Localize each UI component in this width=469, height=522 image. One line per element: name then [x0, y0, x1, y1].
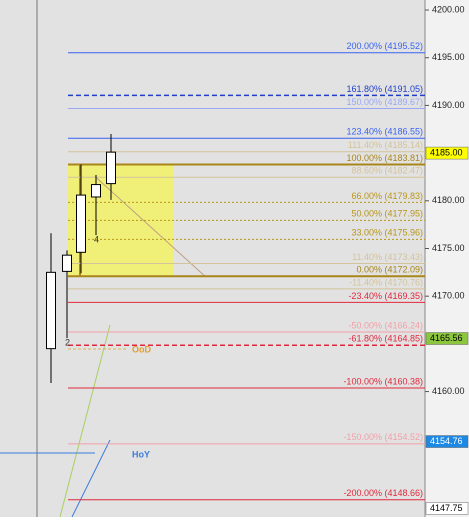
y-tick-label: 4170.00	[432, 291, 465, 301]
candle-body	[62, 254, 72, 272]
price-tag-label: 4147.75	[430, 503, 463, 513]
price-tag-label: 4185.00	[430, 147, 463, 157]
price-tag	[425, 332, 469, 345]
trend-line	[71, 439, 111, 518]
fib-label: 0.00% (4172.09)	[356, 265, 423, 275]
candle-body	[76, 194, 86, 253]
y-tick-label: 4180.00	[432, 195, 465, 205]
fib-label: 100.00% (4183.81)	[346, 153, 423, 163]
fib-label: 111.40% (4185.14)	[348, 140, 423, 150]
zone-diagonal	[94, 176, 206, 277]
fib-label: 66.00% (4179.83)	[351, 191, 423, 201]
fib-label: -61.80% (4164.85)	[348, 334, 423, 344]
candle-body	[46, 271, 56, 350]
candle-label: 2	[65, 338, 70, 348]
axis-background	[425, 0, 469, 517]
fib-label: -11.40% (4170.76)	[349, 277, 423, 287]
y-tick-label: 4190.00	[432, 100, 465, 110]
candle-label: 4	[94, 235, 99, 245]
fib-label: 123.40% (4186.55)	[346, 127, 423, 137]
fib-label: 161.80% (4191.05)	[346, 84, 423, 94]
annotation: OoD	[132, 344, 151, 354]
fib-label: -23.40% (4169.35)	[348, 291, 423, 301]
fib-label: 200.00% (4195.52)	[346, 41, 423, 51]
candle-body	[91, 184, 101, 198]
fib-label: 33.00% (4175.96)	[351, 228, 423, 238]
candle-body	[106, 151, 116, 185]
fib-label: 150.00% (4189.67)	[346, 97, 423, 107]
fib-label: 11.40% (4173.43)	[352, 252, 423, 262]
fib-label: -50.00% (4166.24)	[348, 320, 423, 330]
fib-label: 88.60% (4182.47)	[351, 166, 423, 176]
annotation: HoY	[132, 449, 150, 459]
price-tag-label: 4154.76	[430, 436, 463, 446]
fib-label: 50.00% (4177.95)	[351, 209, 423, 219]
y-tick-label: 4175.00	[432, 243, 465, 253]
price-tag	[425, 146, 469, 160]
fib-label: -150.00% (4154.52)	[343, 432, 423, 442]
y-tick-label: 4195.00	[432, 52, 465, 62]
y-tick-label: 4200.00	[432, 4, 465, 14]
fib-label: -100.00% (4160.38)	[343, 376, 423, 386]
price-tag	[425, 435, 469, 448]
trend-line	[59, 324, 111, 518]
price-tag	[425, 502, 469, 515]
y-tick-label: 4160.00	[432, 386, 465, 396]
fib-label: -200.00% (4148.66)	[343, 488, 423, 498]
price-tag-label: 4165.56	[430, 333, 463, 343]
